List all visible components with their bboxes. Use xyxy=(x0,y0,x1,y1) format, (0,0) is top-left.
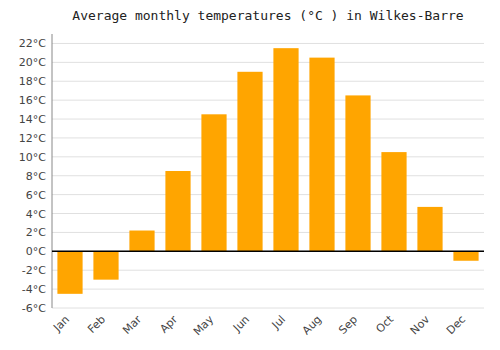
chart-title: Average monthly temperatures (°C ) in Wi… xyxy=(72,8,464,23)
x-tick-label: Oct xyxy=(373,312,396,335)
x-tick-label: May xyxy=(191,313,217,339)
y-tick-label: 0°C xyxy=(26,245,46,258)
y-tick-label: 10°C xyxy=(19,151,46,164)
y-tick-label: 12°C xyxy=(19,132,46,145)
y-tick-label: -6°C xyxy=(22,302,46,315)
grid-line xyxy=(52,137,484,138)
y-tick-label: -4°C xyxy=(22,283,46,296)
y-tick-label: 18°C xyxy=(19,75,46,88)
x-tick-label: Aug xyxy=(300,313,324,337)
bar xyxy=(129,231,154,252)
grid-line xyxy=(52,100,484,101)
grid-line xyxy=(52,251,484,252)
y-tick-label: 14°C xyxy=(19,113,46,126)
bar xyxy=(93,251,118,279)
y-tick-label: 22°C xyxy=(19,37,46,50)
bar xyxy=(201,114,226,251)
grid-line xyxy=(52,194,484,195)
y-tick-label: 16°C xyxy=(19,94,46,107)
bars xyxy=(57,48,478,294)
x-tick-label: Jan xyxy=(50,313,72,335)
x-tick-label: Nov xyxy=(408,313,433,338)
bar xyxy=(309,58,334,252)
y-tick-label: 4°C xyxy=(26,208,46,221)
bar xyxy=(273,48,298,251)
grid-line xyxy=(52,308,484,309)
y-tick-label: 8°C xyxy=(26,170,46,183)
chart-svg: Average monthly temperatures (°C ) in Wi… xyxy=(0,0,500,350)
x-tick-label: Dec xyxy=(444,313,468,337)
grid xyxy=(52,43,484,308)
x-tick-label: Jul xyxy=(269,313,288,332)
y-tick-label: -2°C xyxy=(22,264,46,277)
grid-line xyxy=(52,289,484,290)
x-tick-label: Jun xyxy=(230,313,252,335)
grid-line xyxy=(52,156,484,157)
bar xyxy=(345,95,370,251)
bar xyxy=(237,72,262,252)
x-tick-label: Mar xyxy=(120,313,144,337)
grid-line xyxy=(52,175,484,176)
bar xyxy=(453,251,478,260)
bar xyxy=(417,207,442,251)
grid-line xyxy=(52,119,484,120)
x-tick-label: Feb xyxy=(85,313,108,336)
y-tick-label: 20°C xyxy=(19,56,46,69)
y-axis-line xyxy=(52,34,53,308)
grid-line xyxy=(52,81,484,82)
y-tick-label: 2°C xyxy=(26,226,46,239)
zero-line xyxy=(52,251,484,253)
bar xyxy=(57,251,82,294)
x-tick-label: Sep xyxy=(336,313,360,337)
y-tick-label: 6°C xyxy=(26,189,46,202)
chart-container: Average monthly temperatures (°C ) in Wi… xyxy=(0,0,500,350)
bar xyxy=(165,171,190,251)
bar xyxy=(381,152,406,251)
grid-line xyxy=(52,62,484,63)
x-tick-label: Apr xyxy=(157,313,180,336)
grid-line xyxy=(52,43,484,44)
